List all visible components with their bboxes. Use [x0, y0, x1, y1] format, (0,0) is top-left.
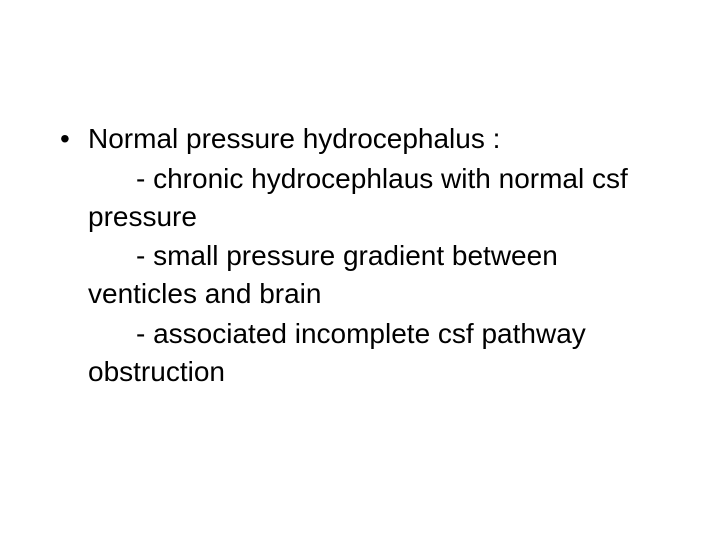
sub-item-2-line1: - small pressure gradient between	[88, 237, 660, 275]
sub-item-3-line1: - associated incomplete csf pathway	[88, 315, 660, 353]
slide: • Normal pressure hydrocephalus : - chro…	[0, 0, 720, 540]
bullet-body: Normal pressure hydrocephalus : - chroni…	[88, 120, 660, 391]
sub-item-3-line2: obstruction	[88, 353, 660, 391]
sub-item-2-line2: venticles and brain	[88, 275, 660, 313]
sub-item-1-line1: - chronic hydrocephlaus with normal csf	[88, 160, 660, 198]
sub-item-1-line2: pressure	[88, 198, 660, 236]
bullet-heading: Normal pressure hydrocephalus :	[88, 120, 660, 158]
bullet-marker: •	[60, 120, 88, 158]
bullet-item: • Normal pressure hydrocephalus : - chro…	[60, 120, 660, 391]
